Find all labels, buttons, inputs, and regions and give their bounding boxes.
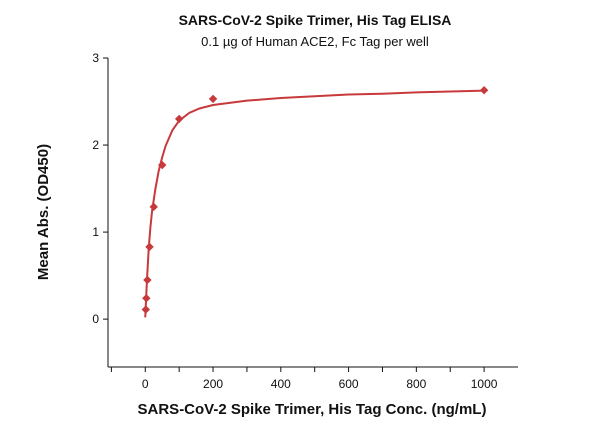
x-tick-label: 400 — [271, 377, 291, 391]
x-tick-label: 800 — [406, 377, 426, 391]
fit-curve — [144, 89, 485, 318]
data-point — [208, 94, 218, 104]
data-point — [149, 202, 158, 212]
x-tick-label: 0 — [142, 377, 149, 391]
x-ticks: 0 200 400 600 800 1000 — [110, 367, 498, 391]
data-point — [145, 242, 154, 252]
chart-subtitle: 0.1 µg of Human ACE2, Fc Tag per well — [201, 34, 429, 49]
data-point — [143, 275, 152, 285]
data-point — [142, 294, 151, 303]
data-point — [174, 114, 184, 124]
x-tick-label: 600 — [339, 377, 359, 391]
chart-title: SARS-CoV-2 Spike Trimer, His Tag ELISA — [179, 12, 452, 28]
data-point — [158, 160, 167, 170]
data-point — [479, 86, 489, 95]
y-axis-label: Mean Abs. (OD450) — [35, 144, 52, 280]
data-point — [141, 305, 151, 314]
y-tick-label: 2 — [92, 138, 99, 152]
x-tick-label: 200 — [203, 377, 223, 391]
y-tick-label: 3 — [92, 51, 99, 65]
y-tick-label: 1 — [92, 225, 99, 239]
data-points — [141, 86, 489, 314]
x-tick-label: 1000 — [471, 377, 498, 391]
y-ticks: 0 1 2 3 — [92, 51, 108, 326]
x-axis-label: SARS-CoV-2 Spike Trimer, His Tag Conc. (… — [138, 401, 487, 418]
y-tick-label: 0 — [92, 312, 99, 326]
